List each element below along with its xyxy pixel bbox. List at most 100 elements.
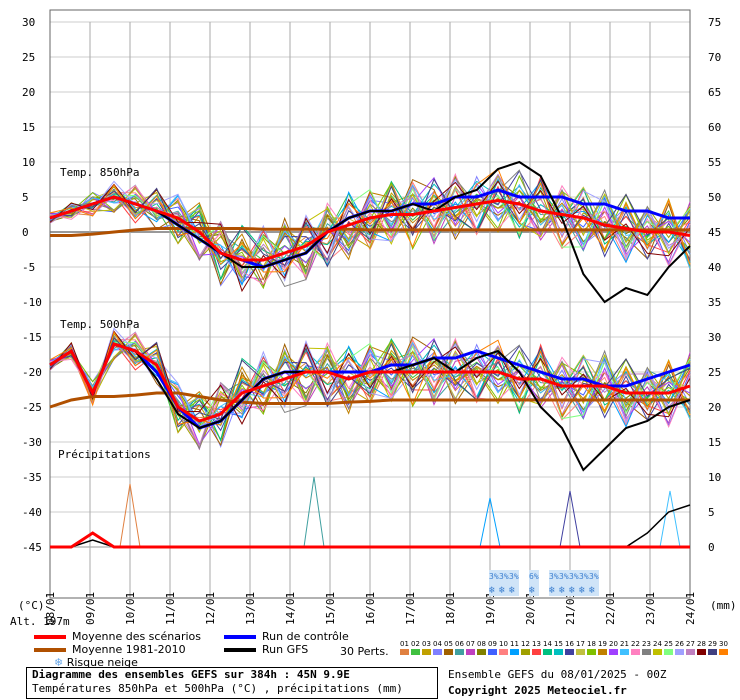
plot-frame bbox=[49, 9, 691, 599]
t850-pert-line bbox=[49, 180, 691, 275]
y-right-tick: 60 bbox=[708, 121, 721, 134]
snowflake-icon: ❄ bbox=[549, 585, 556, 596]
t850-pert-line bbox=[49, 189, 691, 280]
snowflake-icon: ❄ bbox=[499, 585, 506, 596]
pert-legend-label: 20 bbox=[609, 640, 618, 648]
y-right-tick: 35 bbox=[708, 296, 721, 309]
pert-legend-swatch bbox=[708, 649, 717, 655]
x-tick: 24/01 bbox=[684, 592, 697, 625]
pert-legend-swatch bbox=[400, 649, 409, 655]
snowflake-icon: ❄ bbox=[509, 585, 516, 596]
snow-marker-bg bbox=[569, 570, 579, 596]
pert-legend-swatch bbox=[532, 649, 541, 655]
pert-legend-label: 12 bbox=[521, 640, 530, 648]
pert-legend-item: 09 bbox=[487, 640, 498, 655]
pert-legend-swatch bbox=[697, 649, 706, 655]
pert-legend-label: 16 bbox=[565, 640, 574, 648]
pert-legend-item: 05 bbox=[443, 640, 454, 655]
t500-pert-line bbox=[49, 336, 691, 415]
t850-pert-line bbox=[49, 178, 691, 268]
pert-legend-label: 23 bbox=[642, 640, 651, 648]
pert-legend-label: 11 bbox=[510, 640, 519, 648]
x-tick: 20/01 bbox=[524, 592, 537, 625]
pert-legend-swatch bbox=[686, 649, 695, 655]
pert-legend-swatch bbox=[631, 649, 640, 655]
y-right-tick: 75 bbox=[708, 16, 721, 29]
legend-mean-climate: Moyenne 1981-2010 bbox=[34, 643, 201, 656]
y-left-tick: 15 bbox=[22, 121, 35, 134]
snow-marker-label: 3% bbox=[589, 572, 599, 581]
legend-label-mean: Moyenne des scénarios bbox=[72, 630, 201, 643]
pert-legend-item: 14 bbox=[542, 640, 553, 655]
pert-legend-label: 30 bbox=[719, 640, 728, 648]
pert-legend-item: 21 bbox=[619, 640, 630, 655]
x-tick: 17/01 bbox=[404, 592, 417, 625]
legend-mean-scenarios: Moyenne des scénarios bbox=[34, 630, 201, 643]
t500-mean-line bbox=[49, 342, 691, 423]
legend-perts-label: 30 Perts. bbox=[340, 645, 389, 658]
pert-legend-swatch bbox=[576, 649, 585, 655]
pert-legend-label: 29 bbox=[708, 640, 717, 648]
pert-legend-item: 08 bbox=[476, 640, 487, 655]
pert-legend-label: 03 bbox=[422, 640, 431, 648]
pert-legend-label: 13 bbox=[532, 640, 541, 648]
snowflake-icon: ❄ bbox=[529, 585, 536, 596]
x-tick: 10/01 bbox=[124, 592, 137, 625]
pert-legend-item: 30 bbox=[718, 640, 729, 655]
y-right-tick: 0 bbox=[708, 541, 715, 554]
x-tick: 22/01 bbox=[604, 592, 617, 625]
pert-legend-item: 11 bbox=[509, 640, 520, 655]
pert-legend-label: 05 bbox=[444, 640, 453, 648]
pert-legend-label: 18 bbox=[587, 640, 596, 648]
pert-legend-swatch bbox=[543, 649, 552, 655]
pert-legend-label: 21 bbox=[620, 640, 629, 648]
legend: Moyenne des scénarios Moyenne 1981-2010 … bbox=[34, 630, 201, 669]
pert-legend-label: 17 bbox=[576, 640, 585, 648]
y-left-tick: -25 bbox=[22, 401, 42, 414]
x-tick: 08/01 bbox=[44, 592, 57, 625]
pert-legend-item: 04 bbox=[432, 640, 443, 655]
snow-marker-bg bbox=[549, 570, 559, 596]
pert-legend-swatch bbox=[719, 649, 728, 655]
y-left-tick: 0 bbox=[22, 226, 29, 239]
y-right-tick: 45 bbox=[708, 226, 721, 239]
y-left-tick: -30 bbox=[22, 436, 42, 449]
pert-legend-item: 20 bbox=[608, 640, 619, 655]
y-right-tick: 30 bbox=[708, 331, 721, 344]
y-left-tick: -10 bbox=[22, 296, 42, 309]
x-tick: 23/01 bbox=[644, 592, 657, 625]
legend-gfs-run: Run GFS bbox=[224, 643, 349, 656]
legend-swatch-gfs bbox=[224, 648, 256, 652]
y-right-tick: 55 bbox=[708, 156, 721, 169]
y-right-tick: 50 bbox=[708, 191, 721, 204]
snow-marker-label: 3% bbox=[559, 572, 569, 581]
pert-legend-label: 04 bbox=[433, 640, 442, 648]
y-right-tick: 15 bbox=[708, 436, 721, 449]
pert-legend-label: 10 bbox=[499, 640, 508, 648]
pert-legend-label: 01 bbox=[400, 640, 409, 648]
pert-legend-swatch bbox=[620, 649, 629, 655]
t500-climate-line bbox=[49, 391, 690, 409]
x-tick: 21/01 bbox=[564, 592, 577, 625]
precip-mean-line bbox=[50, 531, 690, 549]
footer-title-box: Diagramme des ensembles GEFS sur 384h : … bbox=[26, 667, 438, 699]
y-left-tick: 5 bbox=[22, 191, 29, 204]
footer-run-info: Ensemble GEFS du 08/01/2025 - 00Z Copyri… bbox=[448, 667, 667, 699]
snowflake-icon: ❄ bbox=[579, 585, 586, 596]
y-right-tick: 20 bbox=[708, 401, 721, 414]
snow-marker-label: 3% bbox=[509, 572, 519, 581]
pert-legend-swatch bbox=[642, 649, 651, 655]
y-left-tick: -35 bbox=[22, 471, 42, 484]
pert-legend-item: 15 bbox=[553, 640, 564, 655]
x-tick: 18/01 bbox=[444, 592, 457, 625]
pert-legend-item: 28 bbox=[696, 640, 707, 655]
y-right-tick: 40 bbox=[708, 261, 721, 274]
t850-pert-line bbox=[49, 179, 691, 286]
snow-marker-label: 3% bbox=[549, 572, 559, 581]
pert-legend-swatch bbox=[675, 649, 684, 655]
y-left-tick: -5 bbox=[22, 261, 35, 274]
x-tick: 09/01 bbox=[84, 592, 97, 625]
pert-legend-item: 13 bbox=[531, 640, 542, 655]
pert-legend-swatch bbox=[433, 649, 442, 655]
